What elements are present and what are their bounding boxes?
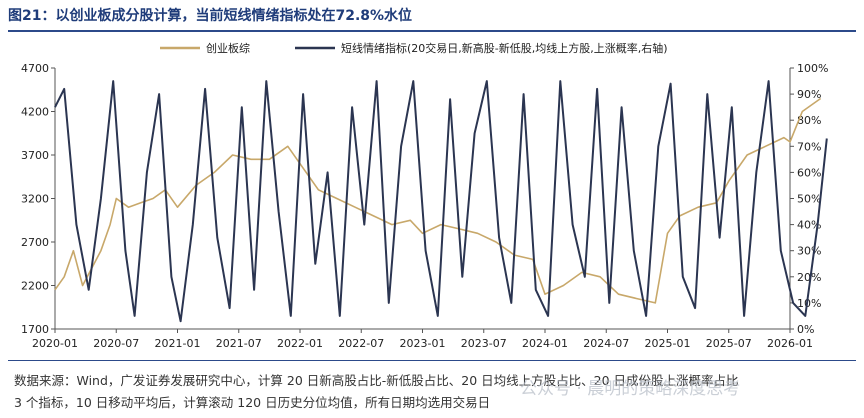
y-right-tick-label: 100% (797, 62, 828, 75)
bottom-divider (8, 360, 856, 361)
legend-label: 短线情绪指标(20交易日,新高股-新低股,均线上方股,上涨概率,右轴) (341, 41, 668, 55)
y-right-tick-label: 40% (797, 219, 821, 232)
y-left-tick-label: 4700 (21, 62, 49, 75)
series-line-sentiment (54, 80, 828, 323)
y-right-tick-label: 20% (797, 271, 821, 284)
x-tick-label: 2020-07 (93, 337, 139, 350)
y-right-tick-label: 60% (797, 166, 821, 179)
y-right-tick-label: 70% (797, 140, 821, 153)
x-tick-label: 2021-01 (155, 337, 201, 350)
y-right-tick-label: 80% (797, 114, 821, 127)
line-chart: 1700 2200 2700 3200 3700 4200 4700 0% 10% 20% 30% 4… (21, 41, 828, 350)
y-right-tick-label: 90% (797, 88, 821, 101)
x-tick-label: 2023-07 (461, 337, 507, 350)
series-line-index (54, 97, 822, 304)
y-right-tick-label: 0% (797, 323, 814, 336)
title-divider (8, 30, 856, 32)
y-left-tick-label: 4200 (21, 106, 49, 119)
y-right-tick-label: 10% (797, 297, 821, 310)
y-left-tick-label: 3700 (21, 149, 49, 162)
series-lines (54, 80, 828, 323)
y-right-tick-label: 30% (797, 245, 821, 258)
x-tick-label: 2024-07 (583, 337, 629, 350)
x-tick-label: 2026-01 (767, 337, 813, 350)
legend-label: 创业板综 (206, 41, 250, 55)
x-tick-label: 2025-01 (645, 337, 691, 350)
x-tick-label: 2023-01 (400, 337, 446, 350)
x-tick-label: 2020-01 (32, 337, 78, 350)
axes: 1700 2200 2700 3200 3700 4200 4700 0% 10% 20% 30% 4… (21, 62, 828, 350)
y-left-tick-label: 3200 (21, 193, 49, 206)
x-tick-label: 2022-07 (338, 337, 384, 350)
watermark: 公众号 · 晨明的策略深度思考 (520, 379, 741, 399)
y-right-tick-label: 50% (797, 193, 821, 206)
source-note: 数据来源：Wind，广发证券发展研究中心，计算 20 日新高股占比-新低股占比、… (14, 370, 854, 414)
legend: 创业板综 短线情绪指标(20交易日,新高股-新低股,均线上方股,上涨概率,右轴) (160, 41, 668, 55)
chart-title: 图21：以创业板成分股计算，当前短线情绪指标处在72.8%水位 (8, 8, 413, 24)
x-tick-label: 2025-07 (706, 337, 752, 350)
y-left-tick-label: 2200 (21, 280, 49, 293)
x-tick-label: 2021-07 (216, 337, 262, 350)
y-left-tick-label: 2700 (21, 236, 49, 249)
source-line-2: 3 个指标，10 日移动平均后，计算滚动 120 日历史分位均值，所有日期均选用… (14, 395, 491, 410)
source-line-1: 数据来源：Wind，广发证券发展研究中心，计算 20 日新高股占比-新低股占比、… (14, 373, 739, 388)
x-tick-label: 2022-01 (277, 337, 323, 350)
x-tick-label: 2024-01 (522, 337, 568, 350)
y-left-tick-label: 1700 (21, 323, 49, 336)
